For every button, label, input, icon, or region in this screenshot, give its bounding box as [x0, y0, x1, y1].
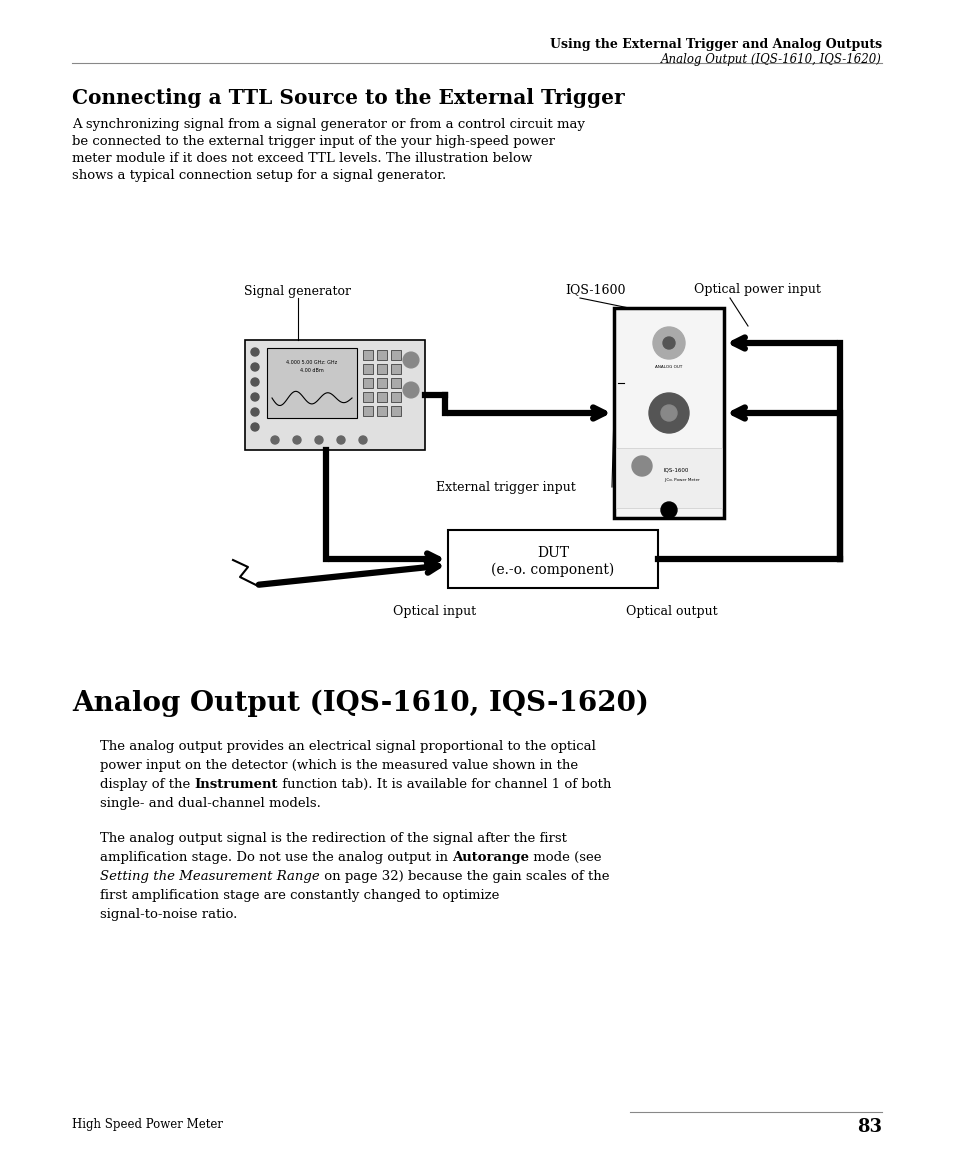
Text: Using the External Trigger and Analog Outputs: Using the External Trigger and Analog Ou… [549, 38, 882, 51]
Circle shape [402, 352, 418, 369]
FancyBboxPatch shape [245, 340, 424, 450]
FancyBboxPatch shape [391, 406, 400, 416]
FancyBboxPatch shape [363, 350, 373, 360]
Text: Signal generator: Signal generator [244, 285, 351, 298]
Circle shape [660, 502, 677, 518]
Text: Connecting a TTL Source to the External Trigger: Connecting a TTL Source to the External … [71, 88, 624, 108]
Circle shape [336, 436, 345, 444]
Circle shape [358, 436, 367, 444]
FancyBboxPatch shape [614, 308, 723, 518]
Text: Setting the Measurement Range: Setting the Measurement Range [100, 870, 319, 883]
FancyBboxPatch shape [363, 392, 373, 402]
Circle shape [662, 337, 675, 349]
Text: A synchronizing signal from a signal generator or from a control circuit may: A synchronizing signal from a signal gen… [71, 118, 584, 131]
Circle shape [251, 408, 258, 416]
Text: display of the: display of the [100, 778, 194, 790]
FancyBboxPatch shape [267, 348, 356, 418]
Text: function tab). It is available for channel 1 of both: function tab). It is available for chann… [277, 778, 611, 790]
Text: DUT: DUT [537, 546, 568, 560]
Text: signal-to-noise ratio.: signal-to-noise ratio. [100, 907, 237, 921]
Text: Analog Output (IQS-1610, IQS-1620): Analog Output (IQS-1610, IQS-1620) [660, 53, 882, 66]
FancyBboxPatch shape [376, 392, 387, 402]
Text: single- and dual-channel models.: single- and dual-channel models. [100, 797, 320, 810]
FancyBboxPatch shape [376, 378, 387, 388]
Text: on page 32) because the gain scales of the: on page 32) because the gain scales of t… [319, 870, 609, 883]
Text: Optical output: Optical output [625, 605, 717, 618]
Circle shape [251, 348, 258, 356]
Text: be connected to the external trigger input of the your high-speed power: be connected to the external trigger inp… [71, 134, 555, 148]
Text: (e.-o. component): (e.-o. component) [491, 563, 614, 577]
FancyBboxPatch shape [391, 350, 400, 360]
FancyBboxPatch shape [363, 378, 373, 388]
Circle shape [631, 455, 651, 476]
Circle shape [271, 436, 278, 444]
Text: The analog output signal is the redirection of the signal after the first: The analog output signal is the redirect… [100, 832, 566, 845]
Text: amplification stage. Do not use the analog output in: amplification stage. Do not use the anal… [100, 851, 452, 863]
FancyBboxPatch shape [391, 378, 400, 388]
Circle shape [660, 404, 677, 421]
FancyBboxPatch shape [376, 350, 387, 360]
FancyBboxPatch shape [376, 364, 387, 374]
Text: Instrument: Instrument [194, 778, 277, 790]
Text: J.Co. Power Meter: J.Co. Power Meter [663, 478, 699, 482]
Circle shape [251, 378, 258, 386]
Text: shows a typical connection setup for a signal generator.: shows a typical connection setup for a s… [71, 169, 446, 182]
Text: The analog output provides an electrical signal proportional to the optical: The analog output provides an electrical… [100, 739, 596, 753]
Circle shape [293, 436, 301, 444]
Text: Autorange: Autorange [452, 851, 529, 863]
Circle shape [251, 363, 258, 371]
Text: IQS-1600: IQS-1600 [564, 283, 625, 296]
FancyBboxPatch shape [391, 364, 400, 374]
FancyBboxPatch shape [391, 392, 400, 402]
Text: 4.000 5.00 GHz: GHz: 4.000 5.00 GHz: GHz [286, 360, 337, 365]
Text: ANALOG OUT: ANALOG OUT [655, 365, 682, 369]
Circle shape [251, 393, 258, 401]
Text: Optical power input: Optical power input [693, 283, 820, 296]
Text: 4.00 dBm: 4.00 dBm [300, 369, 323, 373]
Text: mode (see: mode (see [529, 851, 601, 863]
FancyBboxPatch shape [376, 406, 387, 416]
Circle shape [648, 393, 688, 433]
Circle shape [402, 382, 418, 398]
Text: Analog Output (IQS-1610, IQS-1620): Analog Output (IQS-1610, IQS-1620) [71, 690, 648, 717]
Circle shape [314, 436, 323, 444]
Text: power input on the detector (which is the measured value shown in the: power input on the detector (which is th… [100, 759, 578, 772]
Text: Optical input: Optical input [393, 605, 476, 618]
Text: first amplification stage are constantly changed to optimize: first amplification stage are constantly… [100, 889, 498, 902]
FancyBboxPatch shape [363, 406, 373, 416]
Text: High Speed Power Meter: High Speed Power Meter [71, 1118, 223, 1131]
Circle shape [652, 327, 684, 359]
FancyBboxPatch shape [448, 530, 658, 588]
Circle shape [251, 423, 258, 431]
FancyBboxPatch shape [363, 364, 373, 374]
Text: 83: 83 [856, 1118, 882, 1136]
Text: External trigger input: External trigger input [436, 481, 576, 494]
FancyBboxPatch shape [616, 449, 721, 508]
Text: IQS-1600: IQS-1600 [663, 467, 689, 473]
Text: meter module if it does not exceed TTL levels. The illustration below: meter module if it does not exceed TTL l… [71, 152, 532, 165]
